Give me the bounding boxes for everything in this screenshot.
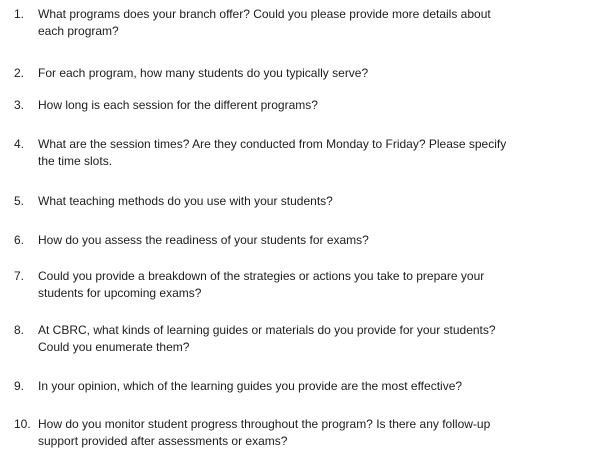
item-number: 10. [14,417,31,431]
item-text: Could you provide a breakdown of the str… [38,269,485,300]
item-number: 2. [14,66,25,80]
item-text: What teaching methods do you use with yo… [38,194,333,208]
item-text: What programs does your branch offer? Co… [38,7,491,38]
item-number: 4. [14,137,25,151]
item-number: 5. [14,194,25,208]
item-text: For each program, how many students do y… [38,66,369,80]
item-number: 7. [14,269,25,283]
item-text: How do you monitor student progress thro… [38,417,491,448]
item-number: 6. [14,233,25,247]
item-text: In your opinion, which of the learning g… [38,379,463,393]
item-text: At CBRC, what kinds of learning guides o… [38,323,496,354]
item-number: 3. [14,98,25,112]
item-number: 9. [14,379,25,393]
item-number: 1. [14,7,25,21]
item-text: How do you assess the readiness of your … [38,233,369,247]
item-text: What are the session times? Are they con… [38,137,507,168]
item-number: 8. [14,323,25,337]
item-text: How long is each session for the differe… [38,98,318,112]
